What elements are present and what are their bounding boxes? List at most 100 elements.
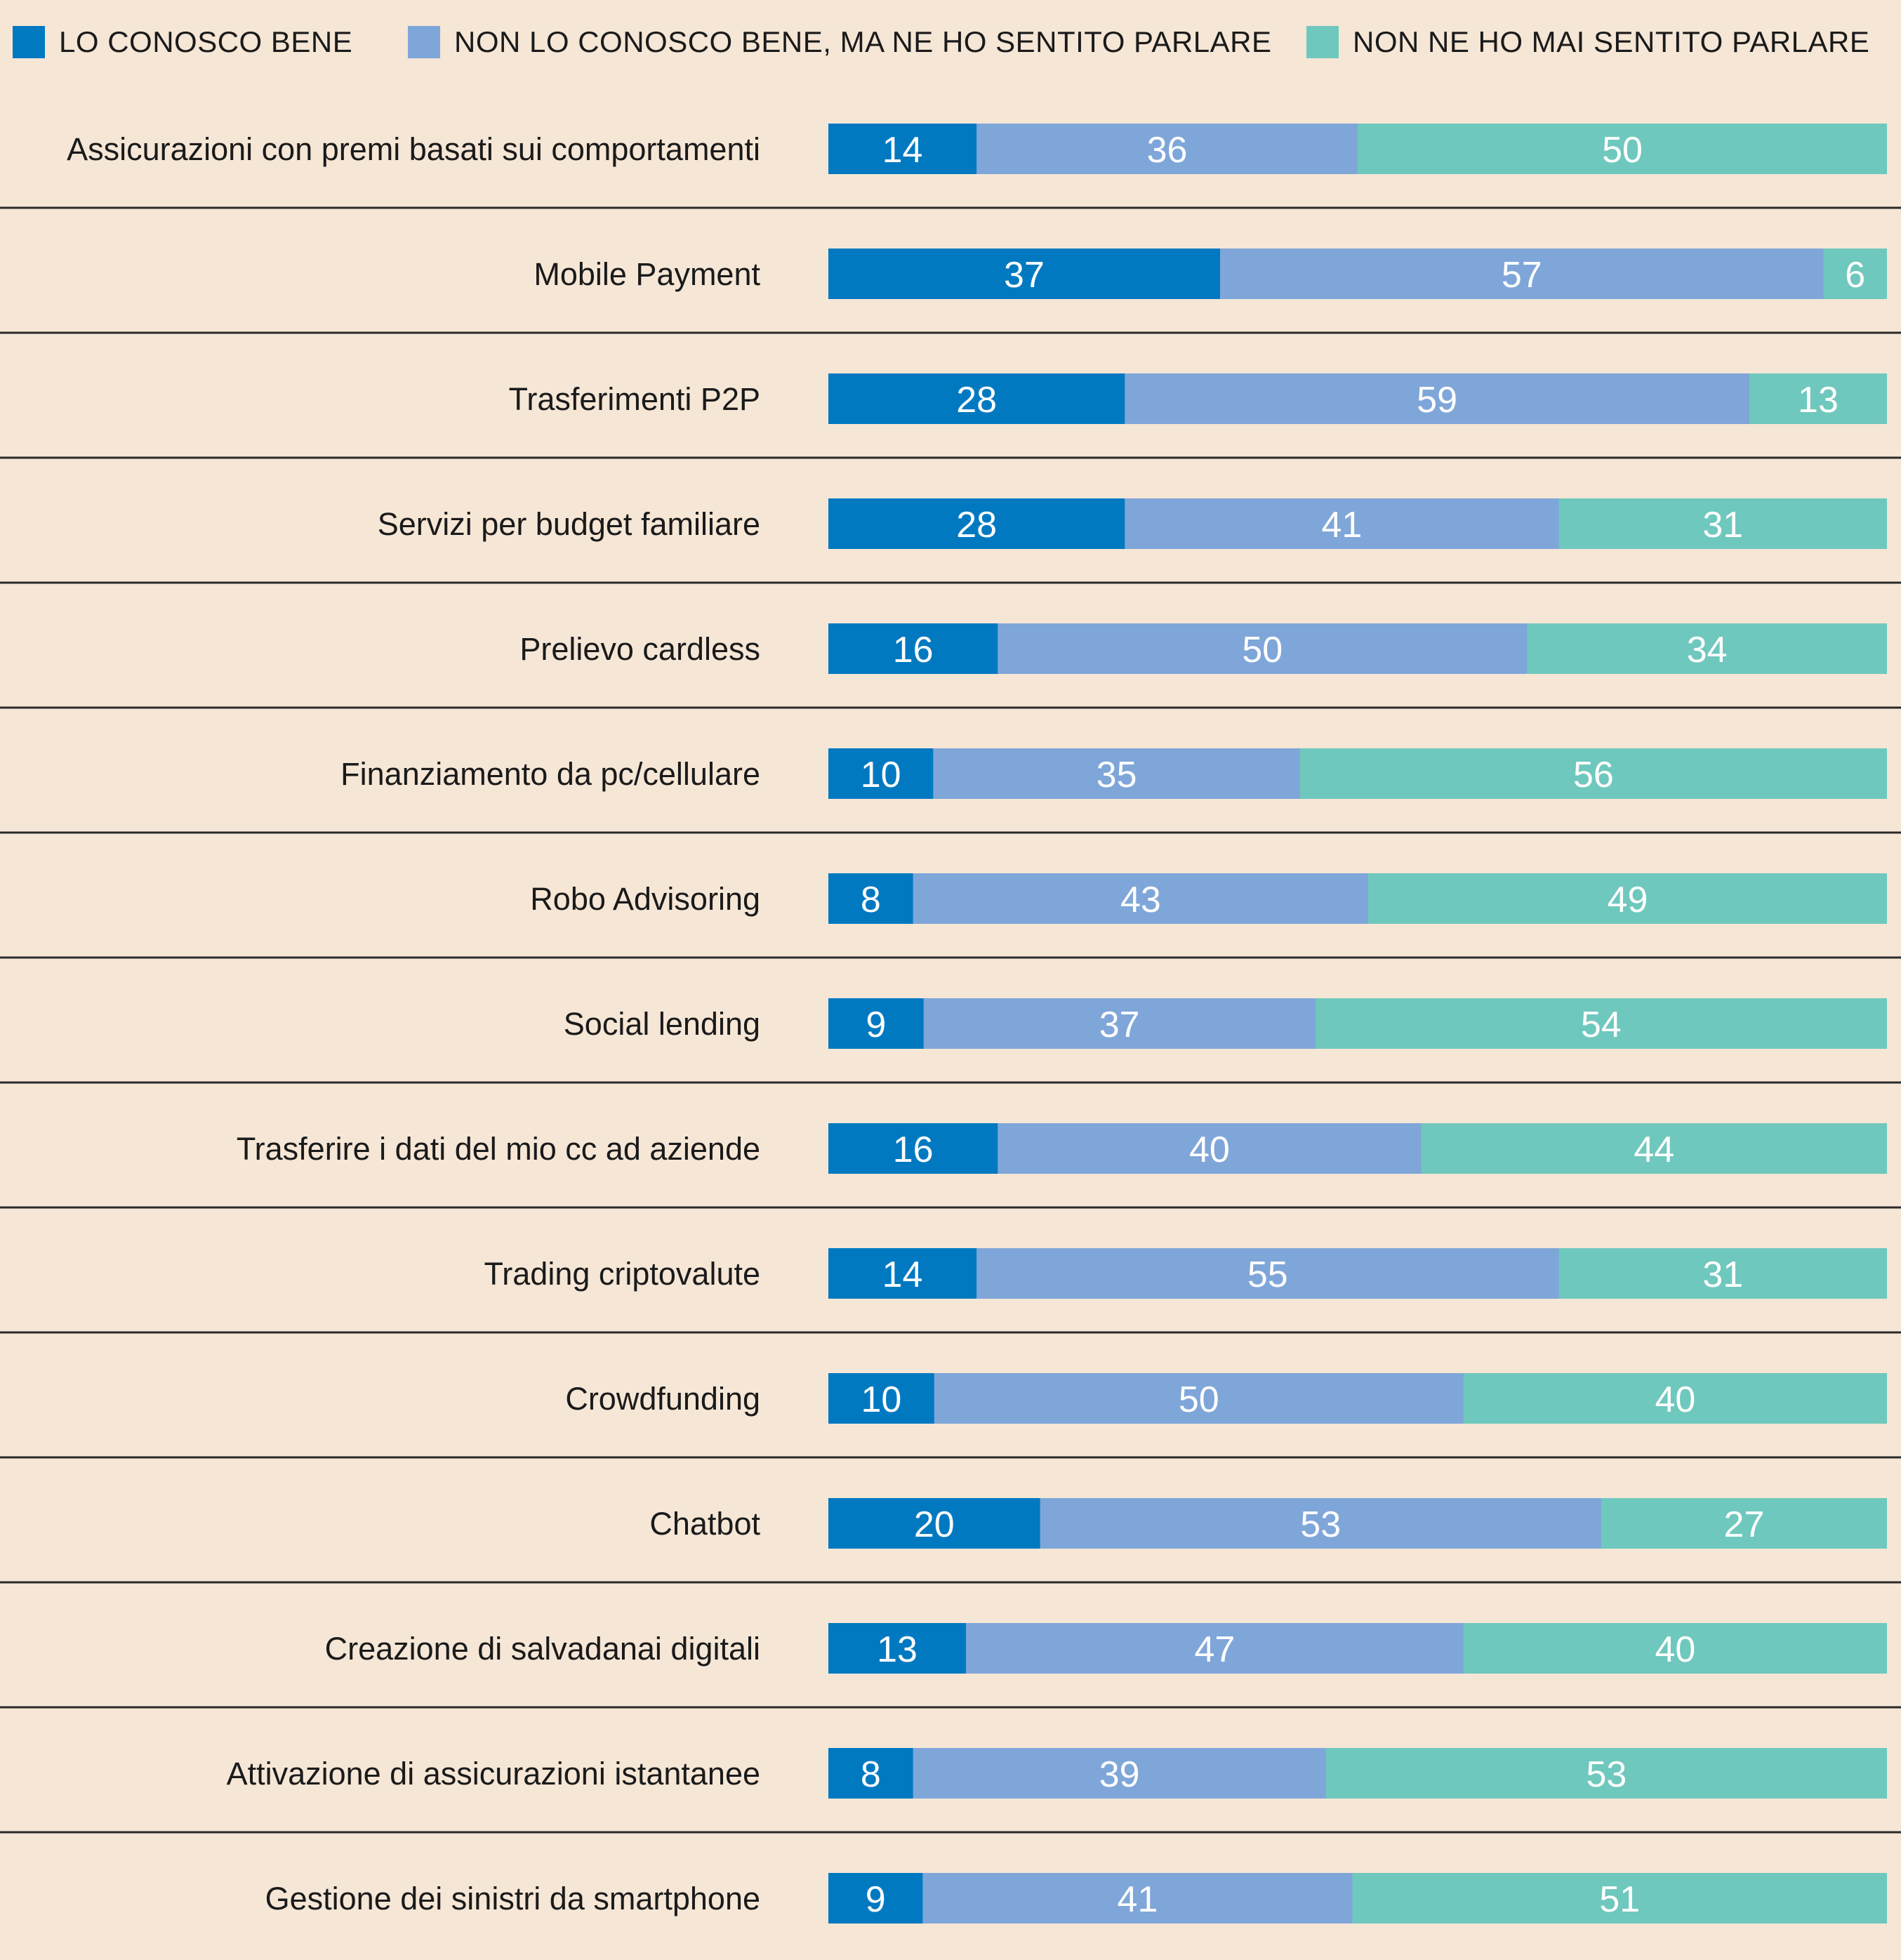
bar-value-label: 40	[1655, 1379, 1695, 1420]
bar-value-label: 8	[861, 880, 881, 920]
bar-row-prelievo-cardless: Prelievo cardless 16 50 34	[519, 623, 1887, 674]
bar-value-label: 56	[1573, 755, 1614, 795]
bar-value-label: 40	[1655, 1629, 1695, 1670]
legend-item-sentito-parlare: NON LO CONOSCO BENE, MA NE HO SENTITO PA…	[408, 21, 1272, 63]
bar-row-social-lending: Social lending 9 37 54	[564, 998, 1887, 1049]
category-label: Social lending	[564, 1006, 760, 1042]
bar-segment-non-lo-conosco-bene-ma-ne-ho-sentito-parlare	[1125, 498, 1560, 549]
bar-row-attivazione-di-assicurazioni-istantanee: Attivazione di assicurazioni istantanee 8…	[227, 1748, 1887, 1799]
bar-value-label: 31	[1702, 1254, 1743, 1295]
bar-value-label: 34	[1687, 630, 1728, 670]
legend-label: LO CONOSCO BENE	[59, 25, 353, 58]
bar-segment-lo-conosco-bene	[828, 124, 977, 174]
bar-value-label: 53	[1300, 1504, 1341, 1545]
bar-segment-lo-conosco-bene	[828, 249, 1221, 299]
bar-value-label: 54	[1581, 1005, 1622, 1045]
bar-value-label: 16	[893, 630, 934, 670]
bar-value-label: 27	[1723, 1504, 1764, 1545]
bar-value-label: 6	[1845, 255, 1865, 296]
bar-value-label: 59	[1417, 380, 1457, 421]
bar-segment-non-ne-ho-mai-sentito-parlare	[1421, 1123, 1887, 1174]
category-label: Servizi per budget familiare	[378, 506, 760, 542]
bar-row-servizi-per-budget-familiare: Servizi per budget familiare 28 41 31	[378, 498, 1887, 549]
category-label: Creazione di salvadanai digitali	[325, 1631, 760, 1667]
bar-value-label: 10	[861, 755, 901, 795]
bar-value-label: 13	[877, 1629, 918, 1670]
bar-segment-non-lo-conosco-bene-ma-ne-ho-sentito-parlare	[913, 873, 1369, 924]
legend-swatch	[1306, 26, 1339, 58]
bar-value-label: 50	[1179, 1379, 1219, 1420]
bar-row-gestione-dei-sinistri-da-smartphone: Gestione dei sinistri da smartphone 9 41 51	[265, 1873, 1887, 1923]
category-label: Trasferimenti P2P	[509, 381, 760, 417]
bar-value-label: 14	[882, 130, 923, 171]
bar-segment-lo-conosco-bene	[828, 373, 1125, 424]
bar-value-label: 41	[1321, 505, 1362, 545]
bar-segment-lo-conosco-bene	[828, 1623, 967, 1674]
category-label: Mobile Payment	[534, 256, 760, 292]
bar-value-label: 36	[1147, 130, 1188, 171]
bar-segment-non-lo-conosco-bene-ma-ne-ho-sentito-parlare	[998, 1123, 1422, 1174]
bar-row-crowdfunding: Crowdfunding 10 50 40	[565, 1373, 1887, 1424]
bar-segment-lo-conosco-bene	[828, 498, 1125, 549]
bar-segment-non-lo-conosco-bene-ma-ne-ho-sentito-parlare	[923, 998, 1316, 1049]
bar-value-label: 43	[1120, 880, 1161, 920]
bar-segment-lo-conosco-bene	[828, 623, 998, 674]
bar-value-label: 8	[861, 1754, 881, 1795]
bar-value-label: 9	[866, 1879, 886, 1920]
category-label: Assicurazioni con premi basati sui compo…	[67, 131, 760, 167]
bar-segment-non-ne-ho-mai-sentito-parlare	[1749, 373, 1887, 424]
bar-segment-non-lo-conosco-bene-ma-ne-ho-sentito-parlare	[922, 1873, 1353, 1923]
bar-segment-non-lo-conosco-bene-ma-ne-ho-sentito-parlare	[976, 124, 1358, 174]
bar-value-label: 50	[1602, 130, 1643, 171]
bar-value-label: 51	[1599, 1879, 1640, 1920]
bar-value-label: 57	[1502, 255, 1542, 296]
bar-value-label: 41	[1118, 1879, 1158, 1920]
bar-row-trasferire-i-dati-del-mio-cc-ad-aziende: Trasferire i dati del mio cc ad aziende 1…	[237, 1123, 1887, 1174]
bar-segment-lo-conosco-bene	[828, 1123, 998, 1174]
bar-segment-non-lo-conosco-bene-ma-ne-ho-sentito-parlare	[976, 1248, 1560, 1299]
bar-value-label: 37	[1099, 1005, 1140, 1045]
bar-value-label: 10	[861, 1379, 901, 1420]
bar-segment-non-ne-ho-mai-sentito-parlare	[1463, 1623, 1887, 1674]
category-label: Gestione dei sinistri da smartphone	[265, 1881, 760, 1916]
bar-segment-non-ne-ho-mai-sentito-parlare	[1325, 1748, 1887, 1799]
bar-value-label: 50	[1242, 630, 1283, 670]
bar-segment-non-ne-ho-mai-sentito-parlare	[1823, 249, 1887, 299]
bar-segment-lo-conosco-bene	[828, 748, 934, 799]
bar-segment-lo-conosco-bene	[828, 1873, 923, 1923]
category-label: Trading criptovalute	[484, 1256, 760, 1292]
bar-value-label: 39	[1099, 1754, 1140, 1795]
legend-label: NON LO CONOSCO BENE, MA NE HO SENTITO PA…	[454, 25, 1272, 58]
bar-segment-non-ne-ho-mai-sentito-parlare	[1368, 873, 1887, 924]
bar-row-chatbot: Chatbot 20 53 27	[649, 1498, 1887, 1549]
bar-segment-non-ne-ho-mai-sentito-parlare	[1299, 748, 1887, 799]
bar-segment-non-lo-conosco-bene-ma-ne-ho-sentito-parlare	[933, 748, 1301, 799]
bar-segment-non-ne-ho-mai-sentito-parlare	[1601, 1498, 1887, 1549]
bar-value-label: 14	[882, 1254, 923, 1295]
bar-segment-lo-conosco-bene	[828, 1373, 935, 1424]
bar-value-label: 31	[1702, 505, 1743, 545]
bar-value-label: 28	[956, 380, 997, 421]
bar-segment-non-lo-conosco-bene-ma-ne-ho-sentito-parlare	[1125, 373, 1750, 424]
bar-segment-non-ne-ho-mai-sentito-parlare	[1558, 498, 1887, 549]
category-label: Prelievo cardless	[519, 631, 760, 667]
bar-row-trasferimenti-p2p: Trasferimenti P2P 28 59 13	[509, 373, 1887, 424]
bar-segment-lo-conosco-bene	[828, 1248, 977, 1299]
bar-value-label: 44	[1634, 1130, 1674, 1170]
bar-segment-lo-conosco-bene	[828, 1748, 914, 1799]
bar-segment-non-lo-conosco-bene-ma-ne-ho-sentito-parlare	[913, 1748, 1327, 1799]
bar-segment-non-lo-conosco-bene-ma-ne-ho-sentito-parlare	[934, 1373, 1464, 1424]
bar-segment-lo-conosco-bene	[828, 998, 925, 1049]
bar-segment-non-lo-conosco-bene-ma-ne-ho-sentito-parlare	[966, 1623, 1464, 1674]
bar-row-assicurazioni-con-premi-basati-sui-comportamenti: Assicurazioni con premi basati sui compo…	[67, 124, 1887, 174]
category-label: Trasferire i dati del mio cc ad aziende	[237, 1131, 760, 1167]
bar-segment-non-lo-conosco-bene-ma-ne-ho-sentito-parlare	[1040, 1498, 1602, 1549]
legend-swatch	[13, 26, 45, 58]
bar-value-label: 40	[1189, 1130, 1230, 1170]
bar-segment-non-ne-ho-mai-sentito-parlare	[1315, 998, 1887, 1049]
bar-row-mobile-payment: Mobile Payment 37 57 6	[534, 249, 1887, 299]
legend: LO CONOSCO BENE NON LO CONOSCO BENE, MA …	[0, 0, 1901, 91]
category-label: Finanziamento da pc/cellulare	[340, 756, 760, 792]
bar-segment-non-lo-conosco-bene-ma-ne-ho-sentito-parlare	[1219, 249, 1824, 299]
bar-segment-non-ne-ho-mai-sentito-parlare	[1358, 124, 1887, 174]
